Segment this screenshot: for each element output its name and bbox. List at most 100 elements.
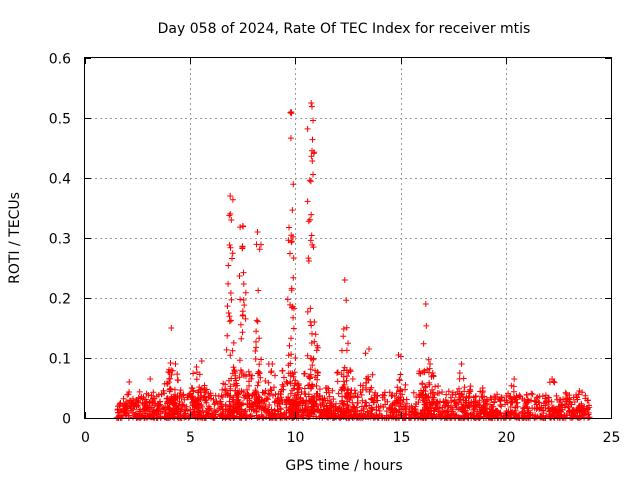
data-point bbox=[523, 401, 530, 408]
data-point bbox=[208, 410, 215, 417]
data-point bbox=[314, 344, 321, 351]
data-point bbox=[140, 394, 147, 401]
data-point bbox=[397, 403, 404, 410]
data-point bbox=[270, 392, 276, 399]
data-point bbox=[280, 383, 287, 390]
data-point bbox=[150, 389, 157, 396]
data-point bbox=[174, 371, 181, 378]
data-point bbox=[324, 385, 330, 391]
data-point bbox=[290, 255, 297, 261]
data-point bbox=[377, 403, 384, 410]
data-point bbox=[290, 325, 297, 332]
data-point bbox=[343, 377, 350, 384]
data-point bbox=[285, 352, 292, 359]
data-point bbox=[319, 399, 326, 406]
data-point bbox=[265, 379, 272, 386]
data-point bbox=[360, 410, 367, 417]
data-point bbox=[290, 385, 297, 392]
data-point bbox=[253, 328, 260, 335]
data-point bbox=[585, 411, 592, 418]
data-point bbox=[384, 398, 391, 405]
data-point bbox=[290, 373, 297, 380]
data-point bbox=[436, 390, 443, 397]
data-point bbox=[334, 369, 340, 376]
data-point bbox=[403, 406, 410, 413]
data-point bbox=[287, 135, 294, 142]
data-point bbox=[310, 117, 316, 124]
data-point bbox=[513, 393, 520, 399]
data-point bbox=[498, 403, 505, 410]
data-point bbox=[203, 408, 210, 415]
data-point bbox=[404, 400, 410, 407]
data-point bbox=[239, 312, 246, 318]
data-point bbox=[430, 389, 437, 396]
data-point bbox=[536, 399, 543, 406]
data-point bbox=[451, 397, 458, 403]
data-point bbox=[584, 406, 591, 413]
y-axis-label: ROTI / TECUs bbox=[7, 192, 23, 284]
data-point bbox=[146, 399, 153, 406]
data-point bbox=[246, 406, 253, 413]
data-point bbox=[419, 414, 426, 421]
data-point bbox=[292, 355, 299, 361]
data-point bbox=[528, 397, 535, 404]
data-point bbox=[309, 398, 316, 405]
data-point bbox=[230, 401, 237, 408]
data-point bbox=[463, 394, 470, 401]
data-point bbox=[487, 401, 494, 408]
data-points bbox=[113, 100, 593, 421]
data-point bbox=[142, 410, 149, 417]
data-point bbox=[174, 393, 181, 399]
data-point bbox=[343, 297, 350, 304]
data-point bbox=[187, 406, 194, 413]
data-point bbox=[292, 380, 299, 387]
data-point bbox=[531, 414, 538, 421]
data-point bbox=[561, 404, 568, 411]
data-point bbox=[268, 387, 275, 394]
data-point bbox=[255, 287, 262, 294]
data-point bbox=[196, 401, 203, 408]
data-point bbox=[254, 370, 261, 377]
data-point bbox=[177, 387, 184, 394]
data-point bbox=[168, 325, 175, 331]
data-point bbox=[359, 397, 366, 404]
data-point bbox=[148, 392, 155, 399]
data-point bbox=[309, 362, 316, 369]
data-point bbox=[422, 383, 429, 390]
data-point bbox=[175, 377, 182, 384]
data-point bbox=[268, 406, 275, 413]
data-point bbox=[304, 406, 310, 413]
data-point bbox=[305, 218, 312, 225]
data-point bbox=[366, 346, 372, 352]
data-point bbox=[241, 302, 248, 309]
data-point bbox=[181, 396, 188, 403]
data-point bbox=[349, 376, 356, 382]
data-point bbox=[276, 401, 283, 408]
data-point bbox=[246, 400, 253, 407]
data-point bbox=[302, 402, 309, 408]
data-point bbox=[155, 402, 162, 408]
data-point bbox=[223, 390, 229, 396]
data-point bbox=[308, 211, 315, 218]
data-point bbox=[190, 370, 197, 377]
data-point bbox=[456, 370, 463, 376]
data-point bbox=[432, 383, 439, 390]
data-point bbox=[345, 340, 351, 347]
data-point bbox=[257, 402, 263, 409]
data-point bbox=[329, 387, 336, 394]
data-point bbox=[339, 400, 346, 407]
data-point bbox=[169, 367, 176, 374]
data-point bbox=[258, 356, 265, 363]
data-point bbox=[402, 381, 409, 388]
data-point bbox=[265, 390, 272, 397]
data-point bbox=[209, 414, 215, 421]
x-tick-label: 10 bbox=[287, 430, 305, 446]
data-point bbox=[287, 109, 294, 116]
data-point bbox=[532, 398, 539, 405]
data-point bbox=[416, 368, 423, 375]
data-point bbox=[368, 395, 375, 402]
data-point bbox=[245, 368, 252, 375]
data-point bbox=[465, 403, 472, 409]
data-point bbox=[534, 394, 541, 401]
data-point bbox=[310, 171, 316, 178]
